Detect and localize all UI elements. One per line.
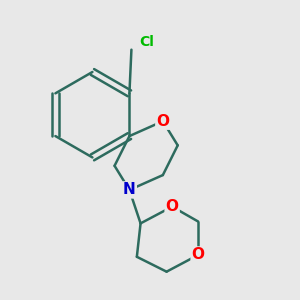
Text: O: O (156, 114, 170, 129)
Text: O: O (166, 199, 178, 214)
Text: N: N (123, 182, 136, 197)
Text: Cl: Cl (139, 35, 154, 49)
Text: O: O (192, 248, 205, 262)
